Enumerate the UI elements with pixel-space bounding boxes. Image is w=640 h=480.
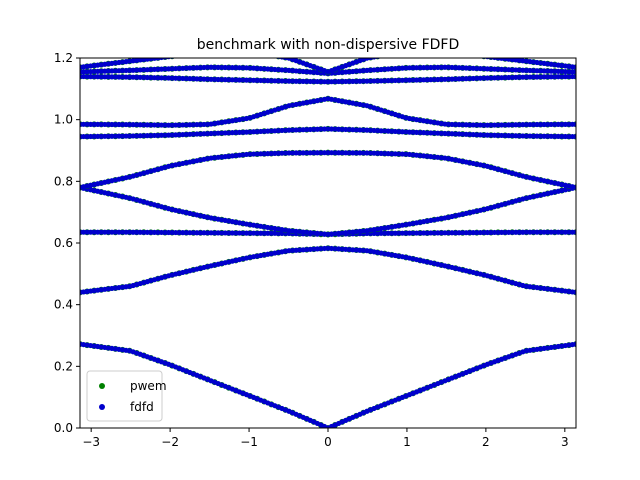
x-axis: −3 −2 −1 0 1 2 3 [82,428,569,449]
fdfd-point [367,58,374,61]
legend: pwem fdfd [86,370,167,422]
x-tick-label: −3 [82,435,100,449]
band-9-fdfd [80,58,576,75]
fdfd-point [573,229,576,235]
legend-marker-pwem [99,383,105,389]
x-tick-label: 2 [482,435,490,449]
fdfd-point [573,64,576,70]
band-8-fdfd [80,64,576,77]
fdfd-point [158,58,165,61]
band-5-fdfd [80,126,576,140]
x-tick-label: 0 [324,435,332,449]
y-tick-label: 0.0 [54,421,73,435]
band-3-fdfd [80,184,576,237]
x-tick-label: −1 [240,435,258,449]
fdfd-point [573,121,576,127]
fdfd-point [573,73,576,80]
x-tick-label: 3 [561,435,569,449]
band-1-fdfd [80,245,576,295]
fdfd-point [573,341,576,347]
legend-box [86,370,163,422]
legend-label-fdfd: fdfd [130,400,154,414]
legend-marker-fdfd [99,404,105,410]
fdfd-point [573,134,576,140]
fdfd-point [573,69,576,75]
band-4-fdfd [80,150,576,191]
x-tick-label: 1 [403,435,411,449]
x-tick-label: −2 [161,435,179,449]
fdfd-point [573,184,576,191]
y-tick-label: 0.2 [54,359,73,373]
y-axis: 0.0 0.2 0.4 0.6 0.8 1.0 1.2 [54,51,80,435]
band-7-fdfd [80,73,576,85]
data-layer [80,58,576,428]
fdfd-point [573,289,576,295]
y-tick-label: 1.0 [54,113,73,127]
legend-label-pwem: pwem [130,379,167,393]
chart-title: benchmark with non-dispersive FDFD [197,37,460,53]
y-tick-label: 0.6 [54,236,73,250]
band-6-fdfd [80,96,576,128]
y-tick-label: 0.8 [54,174,73,188]
y-tick-label: 0.4 [54,298,73,312]
y-tick-label: 1.2 [54,51,73,65]
band-0-fdfd [80,341,576,428]
